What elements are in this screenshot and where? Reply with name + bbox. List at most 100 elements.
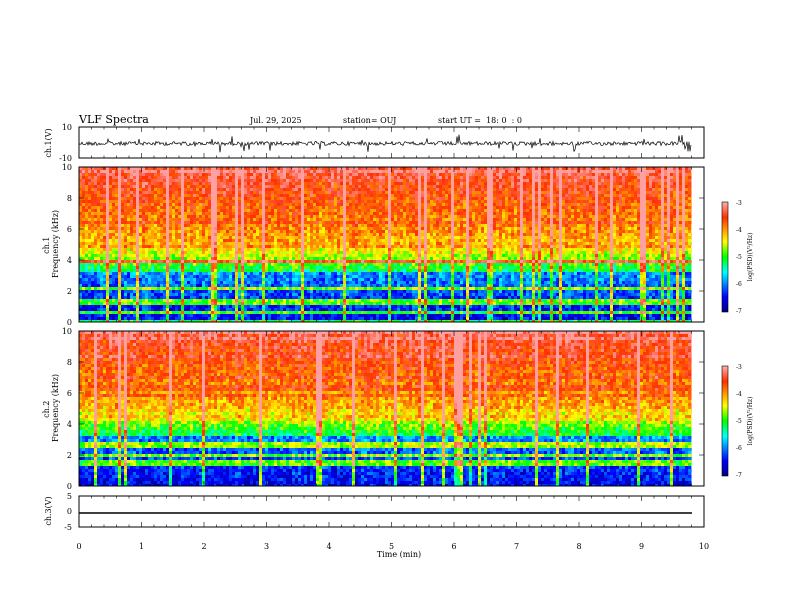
- spectrogram-cell: [178, 218, 182, 222]
- spectrogram-cell: [82, 212, 86, 216]
- spectrogram-cell: [610, 227, 614, 231]
- spectrogram-cell: [601, 200, 605, 204]
- spectrogram-cell: [577, 227, 581, 231]
- spectrogram-cell: [580, 230, 584, 234]
- spectrogram-cell: [106, 179, 110, 183]
- spectrogram-cell: [433, 194, 437, 198]
- spectrogram-cell: [241, 206, 245, 210]
- spectrogram-cell: [190, 170, 194, 174]
- spectrogram-cell: [298, 212, 302, 216]
- spectrogram-cell: [193, 224, 197, 228]
- spectrogram-cell: [643, 209, 647, 213]
- spectrogram-cell: [478, 188, 482, 192]
- spectrogram-cell: [340, 209, 344, 213]
- spectrogram-cell: [250, 227, 254, 231]
- spectrogram-cell: [115, 218, 119, 222]
- spectrogram-cell: [547, 224, 551, 228]
- spectrogram-cell: [457, 194, 461, 198]
- spectrogram-cell: [118, 197, 122, 201]
- spectrogram-cell: [577, 236, 581, 240]
- spectrogram-cell: [424, 203, 428, 207]
- spectrogram-cell: [190, 188, 194, 192]
- spectrogram-cell: [613, 176, 617, 180]
- spectrogram-cell: [175, 182, 179, 186]
- spectrogram-cell: [253, 215, 257, 219]
- spectrogram-cell: [328, 203, 332, 207]
- spectrogram-cell: [634, 185, 638, 189]
- spectrogram-cell: [451, 167, 455, 171]
- spectrogram-cell: [427, 221, 431, 225]
- spectrogram-cell: [601, 176, 605, 180]
- spectrogram-cell: [658, 167, 662, 171]
- spectrogram-cell: [388, 215, 392, 219]
- spectrogram-cell: [421, 233, 425, 237]
- spectrogram-cell: [205, 200, 209, 204]
- spectrogram-cell: [361, 173, 365, 177]
- spectrogram-cell: [529, 215, 533, 219]
- spectrogram-cell: [280, 209, 284, 213]
- spectrogram-cell: [208, 233, 212, 237]
- spectrogram-cell: [427, 182, 431, 186]
- spectrogram-cell: [505, 179, 509, 183]
- spectrogram-cell: [397, 200, 401, 204]
- spectrogram-cell: [286, 203, 290, 207]
- spectrogram-cell: [262, 200, 266, 204]
- spectrogram-cell: [337, 200, 341, 204]
- spectrogram-cell: [118, 200, 122, 204]
- spectrogram-cell: [418, 215, 422, 219]
- spectrogram-cell: [277, 203, 281, 207]
- spectrogram-cell: [100, 209, 104, 213]
- spectrogram-cell: [310, 194, 314, 198]
- spectrogram-cell: [247, 167, 251, 171]
- spectrogram-cell: [295, 203, 299, 207]
- spectrogram-cell: [664, 209, 668, 213]
- spectrogram-cell: [355, 167, 359, 171]
- spectrogram-cell: [454, 218, 458, 222]
- spectrogram-cell: [247, 194, 251, 198]
- spectrogram-cell: [160, 227, 164, 231]
- spectrogram-cell: [526, 215, 530, 219]
- spectrogram-cell: [655, 227, 659, 231]
- spectrogram-cell: [307, 236, 311, 240]
- spectrogram-cell: [547, 176, 551, 180]
- spectrogram-cell: [574, 230, 578, 234]
- spectrogram-cell: [382, 200, 386, 204]
- spectrogram-cell: [316, 185, 320, 189]
- spectrogram-cell: [310, 206, 314, 210]
- spectrogram-cell: [670, 167, 674, 171]
- spectrogram-cell: [499, 212, 503, 216]
- spectrogram-cell: [628, 182, 632, 186]
- spectrogram-cell: [577, 197, 581, 201]
- spectrogram-cell: [622, 176, 626, 180]
- spectrogram-cell: [388, 182, 392, 186]
- spectrogram-cell: [682, 191, 686, 195]
- spectrogram-cell: [403, 203, 407, 207]
- spectrogram-cell: [193, 236, 197, 240]
- spectrogram-cell: [154, 176, 158, 180]
- spectrogram-cell: [88, 236, 92, 240]
- spectrogram-cell: [670, 185, 674, 189]
- spectrogram-cell: [166, 221, 170, 225]
- spectrogram-cell: [442, 170, 446, 174]
- spectrogram-cell: [415, 203, 419, 207]
- spectrogram-cell: [169, 221, 173, 225]
- spectrogram-cell: [349, 170, 353, 174]
- spectrogram-cell: [586, 200, 590, 204]
- spectrogram-cell: [688, 200, 692, 204]
- spectrogram-cell: [295, 227, 299, 231]
- spectrogram-cell: [340, 188, 344, 192]
- spectrogram-cell: [145, 176, 149, 180]
- spectrogram-cell: [664, 206, 668, 210]
- spectrogram-cell: [397, 191, 401, 195]
- spectrogram-cell: [154, 167, 158, 171]
- spectrogram-cell: [166, 209, 170, 213]
- spectrogram-cell: [409, 194, 413, 198]
- spectrogram-cell: [502, 206, 506, 210]
- spectrogram-cell: [184, 215, 188, 219]
- spectrogram-cell: [328, 221, 332, 225]
- spectrogram-cell: [433, 197, 437, 201]
- spectrogram-cell: [265, 173, 269, 177]
- spectrogram-cell: [100, 218, 104, 222]
- spectrogram-cell: [541, 200, 545, 204]
- spectrogram-cell: [130, 221, 134, 225]
